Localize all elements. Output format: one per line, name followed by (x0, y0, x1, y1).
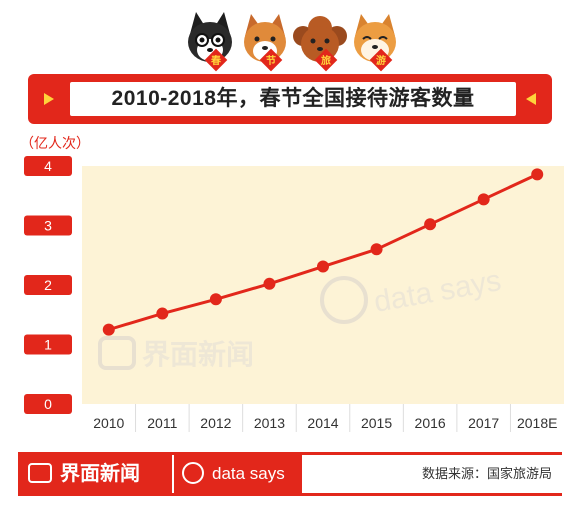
y-axis-unit: （亿人次） (20, 135, 90, 151)
data-says-label: data says (212, 464, 285, 483)
data-point (263, 277, 276, 290)
y-tick-bg (24, 215, 72, 236)
y-tick-label: 1 (44, 337, 52, 353)
x-tick-label: 2018E (517, 415, 557, 431)
x-tick-label: 2015 (361, 415, 392, 431)
data-says-icon (182, 462, 204, 484)
x-tick-label: 2017 (468, 415, 499, 431)
data-point (477, 193, 490, 206)
y-tick-bg (24, 394, 72, 414)
x-tick-label: 2011 (147, 415, 177, 431)
y-tick-bg (24, 156, 72, 176)
data-point (317, 260, 329, 273)
brand-name: 界面新闻 (60, 463, 140, 485)
dog-badge: 旅 (321, 54, 331, 67)
data-point (102, 323, 115, 336)
dog-badge: 节 (266, 54, 276, 67)
data-point (370, 243, 383, 256)
x-tick-label: 2016 (415, 415, 446, 431)
x-tick-label: 2010 (93, 415, 124, 431)
data-source: 数据来源：国家旅游局 (421, 466, 552, 481)
brand-logo-icon (28, 463, 52, 483)
footer-bar: 界面新闻 data says 数据来源：国家旅游局 (18, 452, 562, 496)
dog-badge: 春 (211, 54, 221, 67)
triangle-left-icon (44, 93, 54, 105)
y-tick-label: 2 (44, 277, 52, 293)
dog-badge: 游 (376, 54, 386, 67)
y-tick-bg (24, 334, 72, 355)
data-point (531, 168, 544, 181)
y-tick-label: 4 (44, 158, 52, 174)
triangle-right-icon (526, 93, 536, 105)
chart-title: 2010-2018年，春节全国接待游客数量 (70, 82, 516, 116)
x-tick-label: 2012 (200, 415, 231, 431)
data-point (156, 307, 169, 320)
data-point (209, 293, 222, 306)
line-chart: 0 1 2 3 4 2010 2011 2012 2013 2014 2015 2016 2017 20… (24, 156, 564, 432)
data-says-logo: data says (172, 455, 302, 493)
data-point (424, 218, 437, 231)
brand-logo: 界面新闻 (18, 455, 172, 493)
y-tick-label: 0 (44, 396, 52, 412)
y-tick-bg (24, 275, 72, 295)
zodiac-dog-illustration: 春 节 旅 游 (188, 12, 396, 72)
x-tick-label: 2013 (254, 415, 285, 431)
x-tick-label: 2014 (307, 415, 338, 431)
title-banner: 2010-2018年，春节全国接待游客数量 (28, 74, 552, 124)
plot-area (82, 166, 564, 404)
y-tick-label: 3 (44, 218, 52, 234)
